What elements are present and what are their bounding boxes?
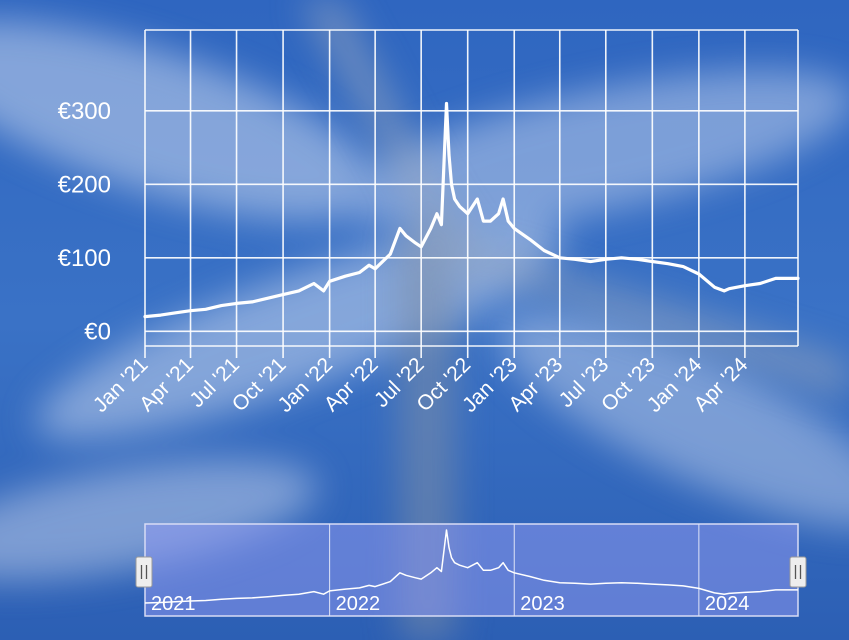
navigator-year-label: 2023 bbox=[520, 593, 565, 615]
navigator-year-label: 2022 bbox=[336, 593, 381, 615]
navigator-year-label: 2024 bbox=[705, 593, 750, 615]
range-navigator[interactable]: 2021 2022 2023 2024 bbox=[135, 523, 807, 617]
grip-handle-icon bbox=[794, 565, 802, 579]
navigator-handle-left[interactable] bbox=[135, 556, 153, 588]
y-tick-label: €0 bbox=[84, 318, 111, 345]
y-tick-label: €200 bbox=[58, 171, 111, 198]
navigator-year-dividers bbox=[329, 524, 700, 616]
navigator-series-line bbox=[144, 529, 798, 604]
navigator-selected-range[interactable] bbox=[144, 523, 799, 617]
navigator-handle-right[interactable] bbox=[789, 556, 807, 588]
grid bbox=[144, 29, 799, 358]
grip-handle-icon bbox=[140, 565, 148, 579]
navigator-year-labels: 2021 2022 2023 2024 bbox=[151, 593, 749, 615]
y-tick-label: €100 bbox=[58, 245, 111, 272]
y-axis-tick-labels: €0 €100 €200 €300 bbox=[58, 98, 111, 345]
navigator-year-label: 2021 bbox=[151, 593, 196, 615]
y-tick-label: €300 bbox=[58, 98, 111, 125]
price-series-line bbox=[143, 101, 800, 319]
